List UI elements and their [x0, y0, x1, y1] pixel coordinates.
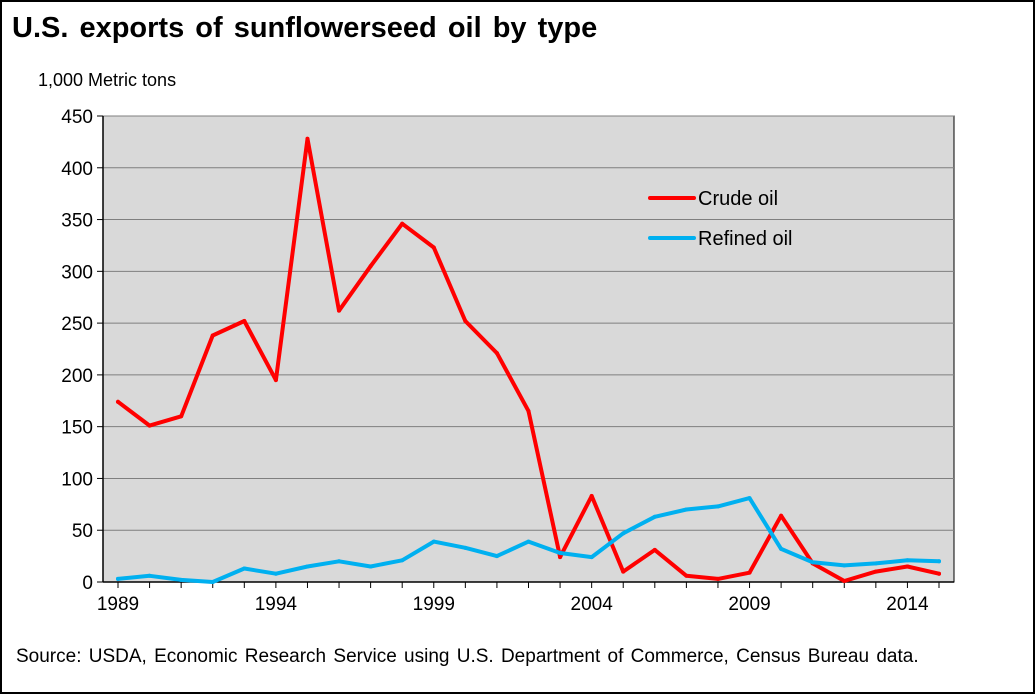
- data-point: [842, 578, 847, 583]
- data-point: [179, 577, 184, 582]
- y-tick-label: 200: [61, 366, 93, 387]
- data-point: [779, 513, 784, 518]
- data-point: [873, 561, 878, 566]
- data-point: [147, 423, 152, 428]
- data-point: [526, 409, 531, 414]
- data-point: [937, 559, 941, 564]
- plot-area: [102, 115, 955, 583]
- x-tick-label: 2004: [571, 594, 614, 615]
- data-point: [337, 559, 342, 564]
- data-point: [494, 351, 499, 356]
- data-point: [242, 566, 247, 571]
- legend-label-2: Refined oil: [698, 228, 793, 250]
- data-point: [400, 221, 405, 226]
- data-point: [463, 545, 468, 550]
- y-tick-label: 150: [61, 418, 93, 439]
- data-point: [210, 580, 215, 584]
- chart-title: U.S. exports of sunflowerseed oil by typ…: [12, 12, 598, 44]
- data-point: [305, 136, 310, 141]
- data-point: [652, 514, 657, 519]
- data-point: [715, 504, 720, 509]
- data-point: [431, 539, 436, 544]
- data-point: [684, 573, 689, 578]
- x-tick-label: 2014: [886, 594, 929, 615]
- y-tick-label: 100: [61, 469, 93, 490]
- source-note: Source: USDA, Economic Research Service …: [16, 646, 919, 667]
- data-point: [747, 570, 752, 575]
- y-tick-label: 50: [72, 521, 93, 542]
- data-point: [779, 546, 784, 551]
- data-point: [494, 554, 499, 559]
- data-point: [621, 531, 626, 536]
- data-point: [273, 378, 278, 383]
- data-point: [368, 264, 373, 269]
- y-tick-label: 450: [61, 107, 93, 128]
- data-point: [715, 576, 720, 581]
- data-point: [937, 571, 941, 576]
- x-tick-label: 1999: [413, 594, 455, 615]
- data-point: [810, 560, 815, 565]
- data-point: [747, 496, 752, 501]
- y-axis-label: 1,000 Metric tons: [38, 70, 176, 90]
- data-point: [905, 564, 910, 569]
- x-tick-label: 1989: [97, 594, 139, 615]
- data-point: [242, 319, 247, 324]
- data-point: [589, 494, 594, 499]
- data-point: [558, 551, 563, 556]
- data-point: [873, 569, 878, 574]
- data-point: [179, 414, 184, 419]
- data-point: [589, 555, 594, 560]
- data-point: [368, 564, 373, 569]
- data-point: [210, 333, 215, 338]
- x-tick-label: 1994: [255, 594, 298, 615]
- y-tick-label: 250: [61, 314, 93, 335]
- data-point: [652, 547, 657, 552]
- data-point: [400, 558, 405, 563]
- data-point: [273, 571, 278, 576]
- x-tick-label: 2009: [728, 594, 770, 615]
- data-point: [431, 245, 436, 250]
- data-point: [526, 539, 531, 544]
- data-point: [116, 576, 120, 581]
- data-point: [337, 308, 342, 313]
- legend-label-1: Crude oil: [698, 188, 778, 210]
- data-point: [842, 563, 847, 568]
- data-point: [684, 507, 689, 512]
- y-tick-label: 400: [61, 159, 93, 180]
- data-point: [558, 555, 563, 560]
- data-point: [463, 319, 468, 324]
- data-point: [116, 399, 120, 404]
- data-point: [905, 558, 910, 563]
- data-point: [147, 573, 152, 578]
- y-tick-label: 0: [82, 573, 93, 594]
- data-point: [305, 564, 310, 569]
- y-tick-label: 300: [61, 262, 93, 283]
- data-point: [621, 569, 626, 574]
- y-tick-label: 350: [61, 211, 93, 232]
